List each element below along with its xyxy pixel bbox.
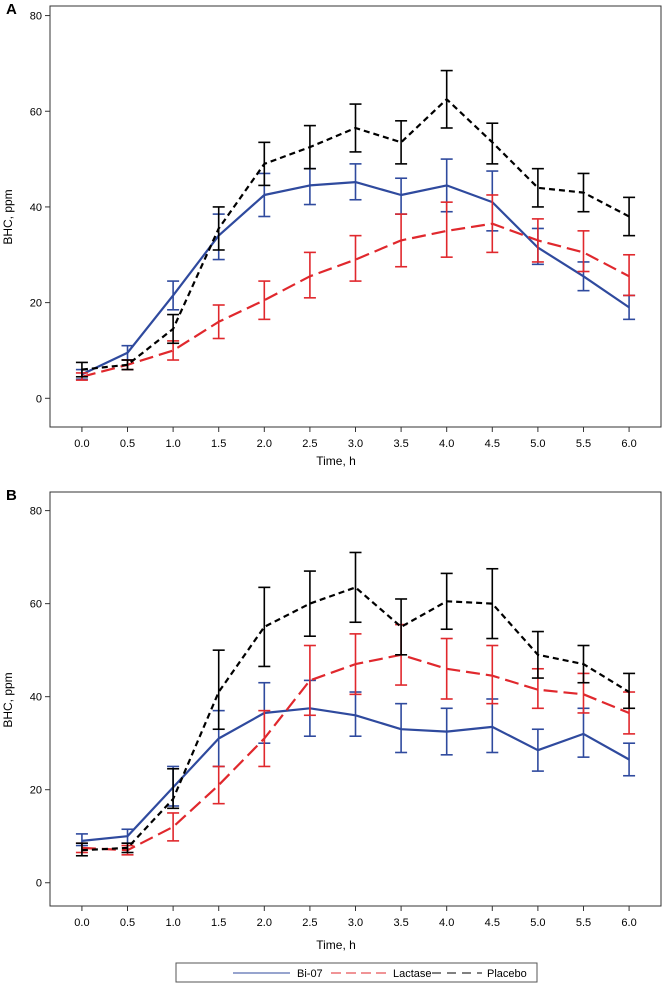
- y-tick-label: 80: [30, 506, 42, 518]
- error-bar: [258, 280, 271, 321]
- x-tick-label: 2.5: [302, 917, 317, 929]
- panel-b: B 0 20 40 60 80 0.0 0.5 1.0 1.5 2.0 2.5 3.0 3.5 4.0 4…: [1, 487, 662, 952]
- x-tick-label: 4.0: [439, 917, 454, 929]
- error-bar: [486, 567, 499, 640]
- x-tick-label: 4.5: [485, 917, 500, 929]
- x-tick-label: 2.0: [257, 438, 272, 450]
- y-tick-label: 20: [30, 785, 42, 797]
- error-bar: [486, 644, 499, 705]
- legend-label-placebo: Placebo: [487, 968, 527, 980]
- y-axis-label: BHC, ppm: [1, 189, 15, 244]
- y-axis: 0 20 40 60 80: [30, 506, 50, 890]
- series-line-placebo: [81, 586, 630, 852]
- x-tick-label: 2.0: [257, 917, 272, 929]
- y-axis-label: BHC, ppm: [1, 672, 15, 727]
- error-bar: [395, 598, 408, 656]
- series-bi07: [75, 679, 636, 847]
- series-line-lactase: [81, 222, 630, 378]
- legend-label-bi07: Bi-07: [297, 968, 323, 980]
- series-placebo: [75, 69, 636, 378]
- series-placebo: [75, 551, 636, 857]
- x-axis-label: Time, h: [316, 938, 356, 952]
- y-tick-label: 0: [36, 393, 42, 405]
- error-bar: [531, 167, 544, 208]
- error-bar: [303, 251, 316, 299]
- legend-box: [175, 962, 538, 983]
- error-bar: [167, 767, 180, 810]
- x-tick-label: 0.0: [74, 438, 89, 450]
- series-lactase: [75, 194, 636, 381]
- x-tick-label: 3.5: [393, 438, 408, 450]
- plot-frame: [49, 5, 662, 428]
- error-bar: [349, 234, 362, 282]
- error-bar: [395, 120, 408, 165]
- legend-item-lactase: Lactase: [331, 968, 432, 980]
- y-tick-label: 60: [30, 106, 42, 118]
- error-bar: [303, 644, 316, 717]
- error-bar: [623, 196, 636, 237]
- x-tick-label: 0.5: [120, 917, 135, 929]
- x-tick-label: 6.0: [621, 917, 636, 929]
- x-axis-label: Time, h: [316, 454, 356, 468]
- legend-item-bi07: Bi-07: [233, 968, 323, 980]
- x-tick-label: 5.5: [576, 438, 591, 450]
- error-bar: [349, 551, 362, 624]
- x-tick-label: 3.5: [393, 917, 408, 929]
- series-layer: [75, 69, 636, 381]
- x-tick-label: 3.0: [348, 438, 363, 450]
- panel-label: B: [6, 487, 17, 504]
- legend-item-placebo: Placebo: [432, 968, 527, 980]
- x-tick-label: 1.5: [211, 917, 226, 929]
- y-tick-label: 40: [30, 692, 42, 704]
- x-tick-label: 0.5: [120, 438, 135, 450]
- error-bar: [395, 177, 408, 215]
- x-tick-label: 1.0: [165, 917, 180, 929]
- x-tick-label: 6.0: [621, 438, 636, 450]
- error-bar: [440, 201, 453, 258]
- x-tick-label: 2.5: [302, 438, 317, 450]
- x-axis: 0.0 0.5 1.0 1.5 2.0 2.5 3.0 3.5 4.0 4.5 5.0 5.5 6.0: [74, 906, 637, 929]
- series-lactase: [75, 623, 636, 856]
- x-tick-label: 5.0: [530, 917, 545, 929]
- error-bar: [577, 230, 590, 273]
- error-bar: [303, 570, 316, 638]
- error-bar: [212, 649, 225, 731]
- y-axis: 0 20 40 60 80: [30, 11, 50, 405]
- error-bar: [167, 812, 180, 842]
- error-bar: [258, 586, 271, 668]
- x-tick-label: 3.0: [348, 917, 363, 929]
- legend: Bi-07 Lactase Placebo: [175, 962, 538, 983]
- y-tick-label: 20: [30, 298, 42, 310]
- panel-label: A: [6, 1, 17, 18]
- x-tick-label: 4.0: [439, 438, 454, 450]
- x-tick-label: 5.5: [576, 917, 591, 929]
- x-axis: 0.0 0.5 1.0 1.5 2.0 2.5 3.0 3.5 4.0 4.5 5.0 5.5 6.0: [74, 427, 637, 450]
- error-bar: [486, 698, 499, 754]
- y-tick-label: 60: [30, 599, 42, 611]
- series-line-lactase: [81, 653, 630, 852]
- error-bar: [577, 707, 590, 758]
- x-tick-label: 5.0: [530, 438, 545, 450]
- panel-a: A 0 20 40 60 80 0.0 0.5 1.0 1.5 2.0 2.5 3.0 3.5 4.0 4…: [1, 1, 662, 468]
- y-tick-label: 80: [30, 11, 42, 23]
- series-line-placebo: [81, 98, 630, 371]
- legend-label-lactase: Lactase: [393, 968, 432, 980]
- x-tick-label: 1.5: [211, 438, 226, 450]
- x-tick-label: 0.0: [74, 917, 89, 929]
- y-tick-label: 0: [36, 878, 42, 890]
- series-layer: [75, 551, 636, 857]
- y-tick-label: 40: [30, 202, 42, 214]
- x-tick-label: 1.0: [165, 438, 180, 450]
- error-bar: [212, 765, 225, 805]
- x-tick-label: 4.5: [485, 438, 500, 450]
